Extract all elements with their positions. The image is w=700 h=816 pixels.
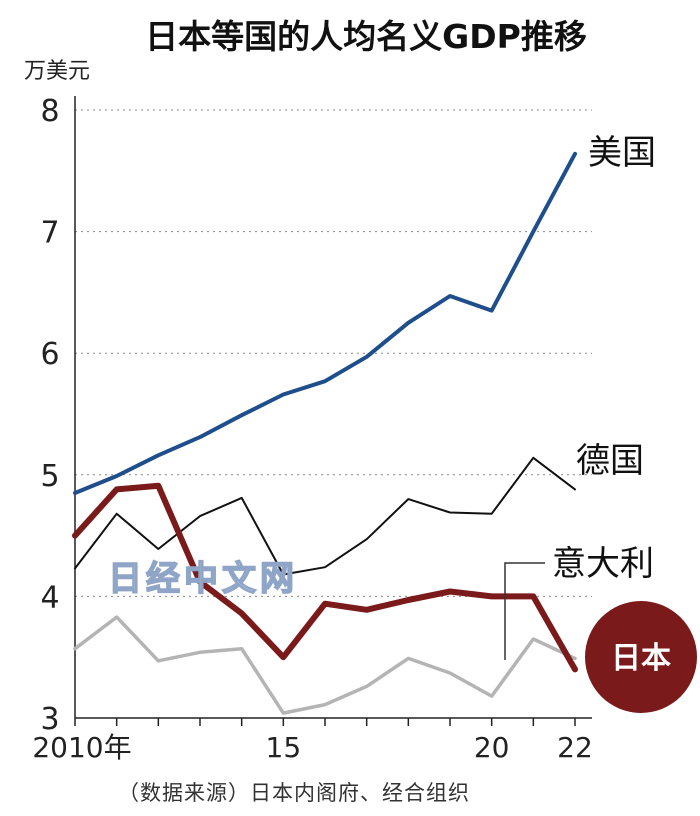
y-tick-label-7: 7 xyxy=(40,216,59,251)
y-tick-labels: 3 4 5 6 7 8 xyxy=(40,94,59,737)
x-tick-label-2022: 22 xyxy=(557,731,593,764)
gridlines xyxy=(75,109,592,597)
italy-leader-line xyxy=(504,562,545,660)
series-lines xyxy=(72,151,578,715)
y-axis-unit: 万美元 xyxy=(24,59,90,84)
x-tick-label-2010: 2010年 xyxy=(32,731,131,764)
series-line-日本 xyxy=(72,482,578,673)
series-label-italy: 意大利 xyxy=(552,544,654,584)
chart-title: 日本等国的人均名义GDP推移 xyxy=(145,17,587,56)
y-tick-label-5: 5 xyxy=(40,459,59,494)
series-label-germany: 德国 xyxy=(576,441,644,481)
series-label-usa: 美国 xyxy=(588,133,656,173)
japan-badge xyxy=(585,601,697,713)
x-tick-labels: 2010年 15 20 22 xyxy=(32,731,592,764)
series-line-美国 xyxy=(73,151,577,495)
y-tick-label-4: 4 xyxy=(40,580,59,615)
series-line-德国 xyxy=(74,456,576,576)
x-tick-label-2015: 15 xyxy=(266,731,302,764)
series-label-japan: 日本 xyxy=(611,641,671,676)
y-tick-label-8: 8 xyxy=(40,94,59,129)
series-line-意大利 xyxy=(73,615,577,715)
axes xyxy=(74,96,592,726)
x-tick-label-2020: 20 xyxy=(474,731,510,764)
y-tick-label-6: 6 xyxy=(40,337,59,372)
watermark: 日经中文网 xyxy=(108,559,298,599)
y-tick-label-3: 3 xyxy=(40,702,59,737)
source-note: （数据来源）日本内阁府、经合组织 xyxy=(118,781,470,805)
